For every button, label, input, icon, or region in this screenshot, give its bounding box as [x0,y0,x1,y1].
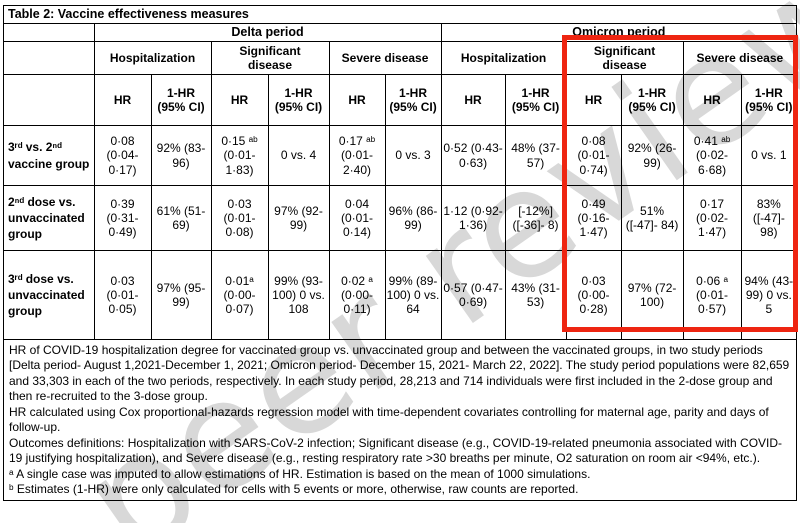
omicron-severe-disease-header: Severe disease [682,41,797,75]
table-cell: 1·12 (0·92- 1·36) [440,185,506,251]
hr-header: HR [565,74,622,126]
table-cell: 0·03 (0·01- 0·05) [93,250,152,340]
hr-header: HR [210,74,269,126]
hr-header: HR [682,74,742,126]
table-cell: 92% (26-99) [620,125,684,186]
one-minus-hr-header: 1-HR (95% CI) [267,74,330,126]
table-cell: 97% (72- 100) [620,250,684,340]
table-cell: 61% (51-69) [150,185,212,251]
table-cell: 0·06 ᵃ (0·01- 0·57) [682,250,742,340]
data-table: Delta period Omicron period Hospitalizat… [4,24,797,340]
table-cell: 0·15 ᵃᵇ (0·01- 1·83) [210,125,269,186]
table-cell: 43% (31-53) [504,250,567,340]
table-cell: 0·39 (0·31- 0·49) [93,185,152,251]
delta-hospitalization-header: Hospitalization [93,41,212,75]
table-body: 3ʳᵈ vs. 2ⁿᵈ vaccine group 0·08 (0·04- 0·1… [4,125,797,340]
empty-corner-cell [4,41,95,75]
omicron-significant-disease-header: Significant disease [565,41,684,75]
empty-corner-cell [4,74,95,126]
table-cell: 92% (83-96) [150,125,212,186]
table-row: 3ʳᵈ vs. 2ⁿᵈ vaccine group 0·08 (0·04- 0·1… [4,125,797,186]
table-cell: 0·03 (0·01- 0·08) [210,185,269,251]
table-notes: HR of COVID-19 hospitalization degree fo… [4,340,796,500]
footnote-b: ᵇ Estimates (1-HR) were only calculated … [9,482,579,497]
table-cell: 0·49 (0·16- 1·47) [565,185,622,251]
table-cell: 0·08 (0·04- 0·17) [93,125,152,186]
table-title: Table 2: Vaccine effectiveness measures [4,6,796,24]
table-cell: 99% (93- 100) 0 vs. 108 [267,250,330,340]
table-cell: 0·02 ᵃ (0·00- 0·11) [328,250,386,340]
outcome-header-row: Hospitalization Significant disease Seve… [4,41,797,75]
table-cell: 97% (95-99) [150,250,212,340]
table-cell: 51% ([-47]- 84) [620,185,684,251]
table-cell: 0·17 ᵃᵇ (0·01- 2·40) [328,125,386,186]
delta-significant-disease-header: Significant disease [210,41,330,75]
one-minus-hr-header: 1-HR (95% CI) [150,74,212,126]
row-label: 2ⁿᵈ dose vs. unvaccinated group [4,185,95,251]
hr-header: HR [440,74,506,126]
table-row: 3ʳᵈ dose vs. unvaccinated group 0·03 (0·0… [4,250,797,340]
table-cell: 0 vs. 4 [267,125,330,186]
empty-corner-cell [4,24,95,42]
table-cell: 0 vs. 3 [384,125,442,186]
one-minus-hr-header: 1-HR (95% CI) [384,74,442,126]
table-cell: 97% (92-99) [267,185,330,251]
hr-header: HR [328,74,386,126]
table-cell: 0·57 (0·47- 0·69) [440,250,506,340]
row-label: 3ʳᵈ vs. 2ⁿᵈ vaccine group [4,125,95,186]
note-cox-model: HR calculated using Cox proportional-haz… [9,404,769,435]
table-cell: 48% (37-57) [504,125,567,186]
one-minus-hr-header: 1-HR (95% CI) [504,74,567,126]
table-cell: 0·52 (0·43- 0·63) [440,125,506,186]
table-cell: 0·17 (0·02- 1·47) [682,185,742,251]
period-header-row: Delta period Omicron period [4,24,797,42]
table-row: 2ⁿᵈ dose vs. unvaccinated group 0·39 (0·3… [4,185,797,251]
delta-severe-disease-header: Severe disease [328,41,442,75]
table-cell: 96% (86-99) [384,185,442,251]
omicron-hospitalization-header: Hospitalization [440,41,567,75]
hr-header: HR [93,74,152,126]
table-cell: 94% (43-99) 0 vs. 5 [740,250,797,340]
table-cell: [-12%] ([-36]- 8) [504,185,567,251]
table-cell: 0·08 (0·01- 0·74) [565,125,622,186]
one-minus-hr-header: 1-HR (95% CI) [620,74,684,126]
note-outcome-definitions: Outcomes definitions: Hospitalization wi… [9,435,783,466]
omicron-period-header: Omicron period [440,24,797,42]
one-minus-hr-header: 1-HR (95% CI) [740,74,797,126]
table-cell: 83% ([-47]- 98) [740,185,797,251]
table-cell: 0·41 ᵃᵇ (0·02- 6·68) [682,125,742,186]
table-cell: 0·01ᵃ (0·00- 0·07) [210,250,269,340]
footnote-a: ᵃ A single case was imputed to allow est… [9,466,591,481]
note-study-periods: HR of COVID-19 hospitalization degree fo… [9,343,790,404]
table-cell: 0 vs. 1 [740,125,797,186]
table-cell: 0·04 (0·01- 0·14) [328,185,386,251]
table-cell: 99% (89- 100) 0 vs. 64 [384,250,442,340]
row-label: 3ʳᵈ dose vs. unvaccinated group [4,250,95,340]
delta-period-header: Delta period [93,24,442,42]
table-cell: 0·03 (0·00- 0·28) [565,250,622,340]
vaccine-effectiveness-table: Table 2: Vaccine effectiveness measures … [3,5,797,501]
measure-header-row: HR 1-HR (95% CI) HR 1-HR (95% CI) HR 1-H… [4,74,797,126]
